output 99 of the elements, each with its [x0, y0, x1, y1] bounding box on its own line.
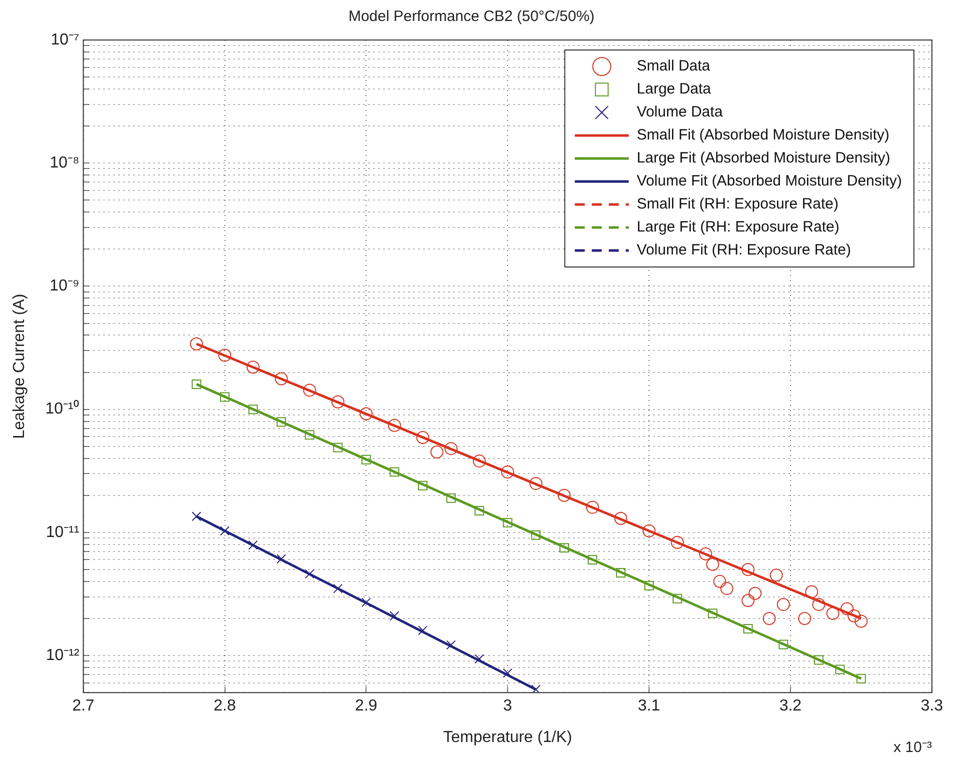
point — [798, 612, 812, 625]
x-tick-label: 2.8 — [214, 698, 236, 715]
x-tick-label: 3 — [503, 698, 512, 715]
text: x 10⁻³ — [894, 739, 932, 756]
point — [848, 609, 861, 622]
point — [742, 594, 755, 607]
point — [644, 580, 654, 590]
point — [502, 518, 512, 528]
point — [418, 626, 428, 636]
y-tick-label: 10⁻⁷ — [50, 31, 80, 48]
point — [770, 568, 783, 582]
point — [274, 372, 288, 386]
point — [388, 418, 401, 432]
point — [444, 442, 458, 456]
point — [742, 562, 755, 576]
point — [558, 488, 571, 502]
point — [501, 465, 514, 478]
x-tick-label: 3.1 — [638, 698, 660, 715]
legend-label: Volume Fit (Absorbed Moisture Density) — [636, 172, 902, 190]
y-tick-label: 10⁻¹¹ — [46, 524, 80, 541]
point — [529, 476, 542, 490]
point — [586, 500, 599, 514]
chart-title: Model Performance CB2 (50°C/50%) — [348, 8, 595, 26]
point — [531, 684, 541, 693]
point — [720, 582, 734, 596]
point — [814, 655, 824, 665]
point — [333, 584, 343, 594]
point — [192, 379, 202, 389]
point — [220, 392, 230, 402]
legend-label: Small Fit (Absorbed Moisture Density) — [636, 126, 890, 144]
point — [361, 454, 371, 464]
point — [390, 611, 400, 621]
point — [474, 506, 484, 516]
point — [559, 543, 569, 553]
point — [762, 612, 776, 625]
x-tick-label: 2.7 — [72, 698, 95, 715]
y-axis-title: Leakage Current (A) — [11, 294, 28, 439]
point — [276, 417, 286, 427]
point — [776, 598, 790, 611]
y-tick-label: 10⁻¹² — [46, 646, 80, 664]
point — [670, 536, 684, 549]
point — [248, 404, 258, 414]
point — [713, 574, 726, 588]
point — [472, 454, 486, 468]
point — [531, 530, 541, 540]
point — [246, 360, 260, 374]
point — [474, 654, 484, 664]
point — [699, 547, 712, 560]
point — [748, 586, 762, 600]
legend-label: Small Fit (RH: Exposure Rate) — [636, 196, 838, 213]
legend-label: Large Data — [636, 80, 712, 98]
point — [304, 430, 314, 440]
point — [805, 585, 818, 598]
point — [642, 524, 656, 538]
point — [304, 569, 314, 579]
point — [672, 594, 682, 604]
point — [778, 640, 788, 650]
legend-label: Large Fit (Absorbed Moisture Density) — [636, 150, 890, 167]
legend-label: Small Data — [636, 58, 711, 75]
point — [361, 598, 371, 608]
y-tick-label: 10⁻¹⁰ — [45, 400, 80, 418]
legend-label: Large Fit (RH: Exposure Rate) — [636, 218, 840, 236]
point — [826, 606, 840, 620]
legend-label: Volume Data — [636, 104, 724, 121]
y-tick-label: 10⁻⁹ — [50, 278, 80, 295]
point — [390, 467, 400, 477]
x-tick-label: 3.3 — [920, 698, 944, 715]
point — [502, 668, 512, 678]
point — [333, 442, 343, 452]
point — [588, 555, 598, 564]
point — [840, 602, 854, 616]
point — [192, 512, 202, 522]
legend-label: Volume Fit (RH: Exposure Rate) — [636, 242, 852, 259]
point — [743, 624, 753, 634]
point — [812, 598, 826, 611]
point — [430, 446, 444, 459]
point — [416, 431, 430, 444]
point — [418, 480, 428, 490]
point — [854, 614, 868, 628]
point — [190, 337, 203, 350]
point — [835, 664, 845, 674]
x-tick-label: 3.2 — [779, 698, 802, 715]
point — [856, 674, 866, 684]
point — [446, 640, 456, 650]
point — [446, 493, 456, 503]
point — [276, 554, 286, 564]
point — [708, 608, 718, 618]
point — [614, 512, 628, 525]
point — [360, 407, 373, 420]
point — [220, 526, 230, 536]
point — [331, 395, 344, 408]
x-tick-label: 2.9 — [355, 698, 378, 715]
x-axis-title: Temperature (1/K) — [443, 728, 572, 746]
y-tick-label: 10⁻⁸ — [50, 154, 80, 172]
point — [218, 348, 232, 362]
point — [706, 558, 720, 571]
point — [248, 540, 258, 550]
point — [303, 384, 316, 397]
point — [616, 568, 626, 578]
